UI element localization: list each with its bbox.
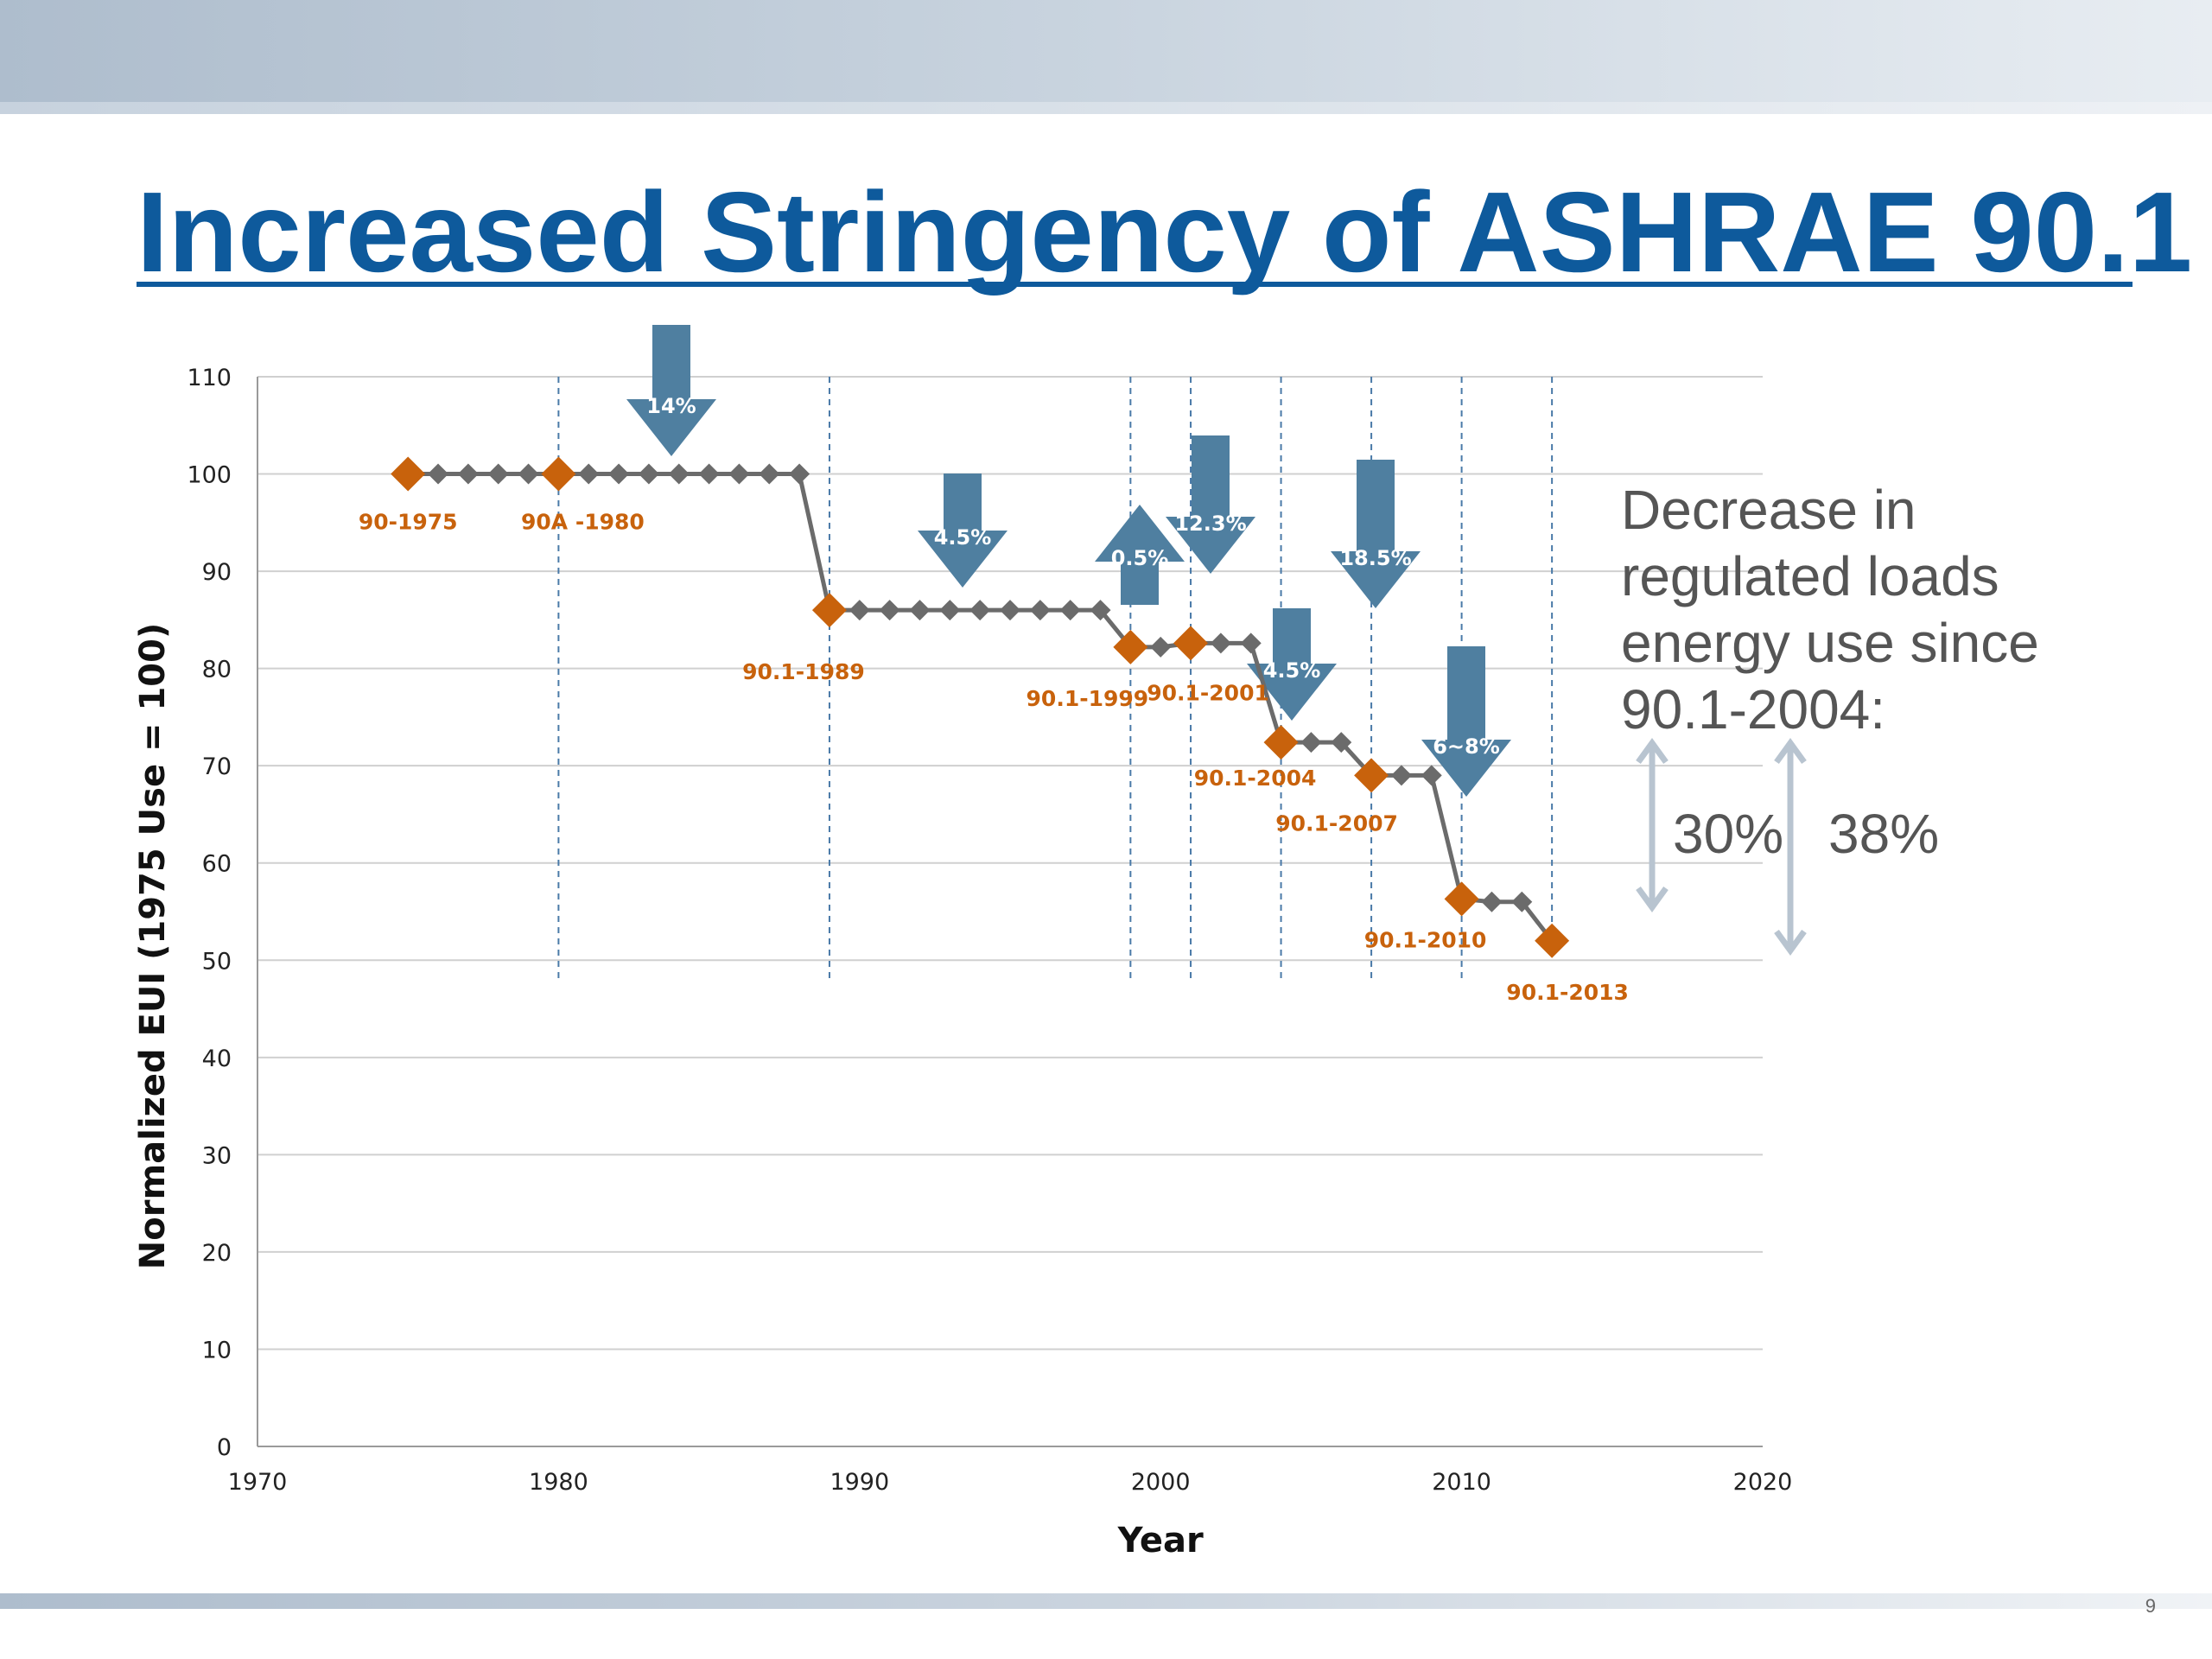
standard-label: 90.1-2004 [1194,766,1317,791]
change-arrow [1331,460,1421,608]
data-point [608,463,630,485]
data-point [759,463,780,485]
change-arrow [1095,505,1185,605]
y-tick-label: 30 [202,1142,232,1169]
standard-label: 90.1-1999 [1027,686,1149,711]
data-point [638,463,659,485]
percent-30-label: 30% [1673,803,1784,865]
standard-marker [1173,626,1209,661]
x-tick-label: 1990 [830,1469,889,1496]
data-point [1331,732,1352,753]
double-arrow-30-head-bottom [1636,886,1669,912]
standard-marker [1535,923,1570,958]
data-point [578,463,600,485]
standard-label: 90.1-2010 [1364,927,1487,952]
standard-marker [1354,758,1389,793]
standard-label: 90.1-1989 [742,659,865,684]
y-tick-label: 100 [187,462,232,489]
y-tick-label: 40 [202,1046,232,1072]
data-point [668,463,690,485]
data-point [428,463,449,485]
y-tick-label: 10 [202,1337,232,1363]
change-arrow [1247,608,1337,721]
data-point [1029,600,1051,621]
change-arrow-label: 6~8% [1433,734,1500,759]
data-point [487,463,509,485]
header-band-stripe [0,102,2212,114]
standard-label: 90.1-2001 [1147,680,1269,705]
percent-38-label: 38% [1828,803,1940,865]
x-tick-label: 1980 [529,1469,588,1496]
footer-band [0,1593,2212,1609]
data-point [879,600,900,621]
data-point [1240,632,1262,654]
change-arrow [1166,435,1255,574]
standard-marker [1263,725,1299,760]
slide-title: Increased Stringency of ASHRAE 90.1 [137,168,2193,296]
change-arrow-label: 4.5% [1263,658,1321,683]
data-point [457,463,479,485]
standard-label: 90A -1980 [521,510,645,535]
side-note: Decrease in regulated loads energy use s… [1621,479,2039,741]
title-underline [137,282,2133,287]
x-axis-title: Year [1117,1521,1204,1560]
data-point [1300,732,1322,753]
change-arrow-label: 4.5% [934,525,992,550]
change-arrow-label: 18.5% [1339,546,1411,570]
data-point [789,463,810,485]
y-tick-label: 50 [202,948,232,975]
standard-label: 90.1-2007 [1275,810,1398,836]
data-point [849,600,870,621]
data-point [909,600,931,621]
data-point [1059,600,1081,621]
data-point [969,600,991,621]
y-tick-label: 90 [202,559,232,586]
change-arrow [918,474,1007,588]
data-point [1481,891,1503,912]
change-arrow-label: 12.3% [1174,512,1246,536]
change-arrow-label: 14% [646,394,696,418]
y-tick-label: 60 [202,851,232,878]
data-point [1511,891,1533,912]
x-tick-label: 2010 [1432,1469,1491,1496]
header-band [0,0,2212,102]
standard-marker [391,456,426,492]
data-point [1000,600,1020,621]
x-tick-label: 2020 [1733,1469,1793,1496]
change-arrow-label: 0.5% [1111,546,1169,570]
y-tick-label: 70 [202,753,232,780]
page-number: 9 [2145,1595,2156,1617]
x-tick-label: 2000 [1131,1469,1191,1496]
double-arrow-38-head-bottom [1774,929,1807,956]
change-arrow [626,325,716,456]
standard-marker [1113,629,1148,664]
data-point [728,463,750,485]
y-tick-label: 20 [202,1240,232,1267]
y-tick-label: 110 [187,365,232,391]
standard-marker [811,593,847,628]
data-point [1150,636,1172,658]
x-tick-label: 1970 [228,1469,288,1496]
y-axis-title: Normalized EUI (1975 Use = 100) [133,623,173,1269]
data-point [698,463,720,485]
data-point [1210,632,1231,654]
standard-marker [541,456,576,492]
standard-marker [1444,881,1479,917]
data-point [1090,600,1111,621]
data-point [1390,765,1412,786]
standard-label: 90-1975 [359,510,458,535]
data-point [939,600,961,621]
y-tick-label: 80 [202,657,232,683]
double-arrow-38-head-top [1774,738,1807,765]
double-arrow-30-head-top [1636,738,1669,765]
data-point [1421,765,1442,786]
standard-label: 90.1-2013 [1506,980,1629,1005]
y-tick-label: 0 [217,1434,232,1461]
change-arrow [1421,646,1511,797]
data-point [518,463,539,485]
